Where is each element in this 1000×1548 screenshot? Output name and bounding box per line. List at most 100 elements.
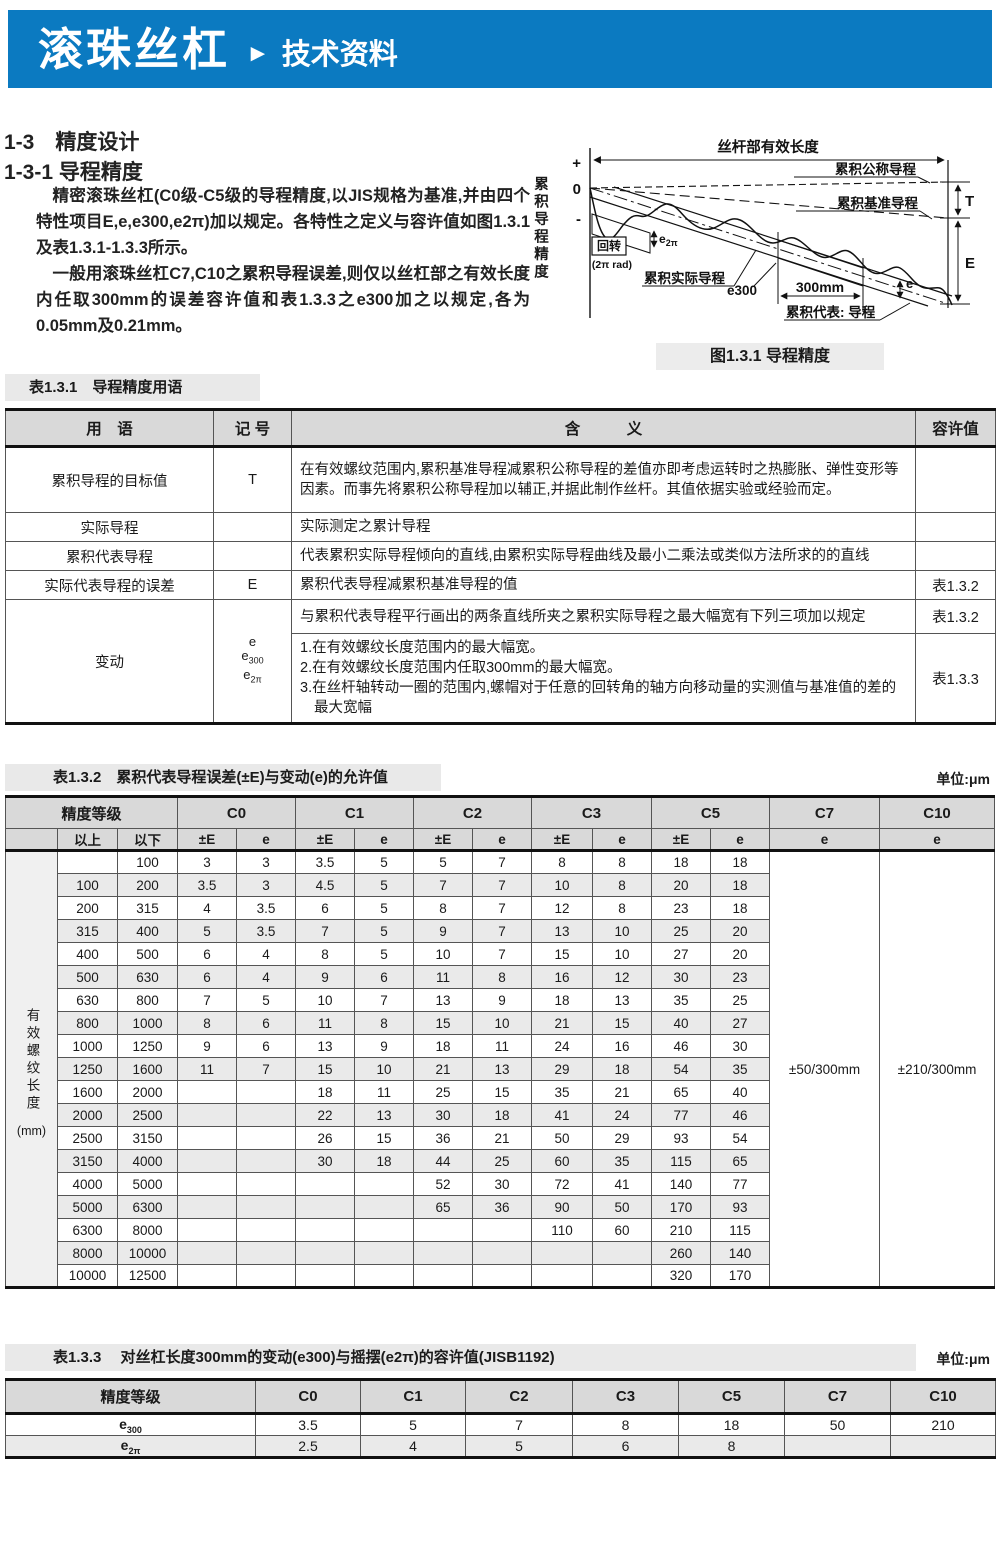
col-header-e: e [710, 828, 771, 852]
t132-cell: 13 [413, 988, 474, 1012]
t132-cell [236, 1080, 297, 1104]
col-header-pe: ±E [177, 828, 238, 852]
meaning-cell: 代表累积实际导程倾向的直线,由累积实际导程曲线及最小二乘法或类似方法所求的的直线 [291, 541, 916, 571]
t132-cell [236, 1126, 297, 1150]
t132-cell: 72 [531, 1172, 594, 1196]
t132-cell: 13 [531, 919, 594, 943]
col-header-e: e [472, 828, 533, 852]
t132-cell: 5 [354, 873, 415, 897]
t132-cell [177, 1195, 238, 1219]
t132-cell: 35 [531, 1080, 594, 1104]
table131-header-row: 用 语 记 号 含 义 容许值 [5, 409, 996, 448]
t132-cell: 16 [592, 1034, 653, 1058]
t132-cell: 12500 [116, 1264, 179, 1288]
t132-cell: 44 [413, 1149, 474, 1173]
t132-cell: 7 [413, 873, 474, 897]
col-header-c10: C10 [890, 1379, 996, 1415]
t132-cell: 140 [651, 1172, 712, 1196]
table131: 用 语 记 号 含 义 容许值 累积导程的目标值 T 在有效螺纹范围内,累积基准… [5, 408, 996, 725]
t132-cell: 27 [710, 1011, 771, 1035]
t132-cell: 18 [710, 850, 771, 874]
t132-cell: 11 [413, 965, 474, 989]
table-row: 变动 e e300 e2π 与累积代表导程平行画出的两条直线所夹之累积实际导程之最大… [5, 599, 996, 724]
t132-cell: 7 [236, 1057, 297, 1081]
t132-cell: 8000 [116, 1218, 179, 1242]
tolerance-cell [915, 541, 996, 571]
t132-cell: 25 [651, 919, 712, 943]
t132-row: 630 800 7 5 10 7 13 9 18 13 35 25 [6, 988, 995, 1012]
col-header-c1: C1 [360, 1379, 466, 1415]
t132-cell [354, 1195, 415, 1219]
t133-cell [784, 1435, 891, 1458]
svg-text:e: e [906, 276, 913, 291]
t132-cell: 115 [710, 1218, 771, 1242]
t132-row: 200 315 4 3.5 6 5 8 7 12 8 23 18 [6, 896, 995, 920]
t132-row: 10000 12500 320 170 [6, 1264, 995, 1288]
t132-cell [354, 1241, 415, 1265]
t132-cell: 7 [472, 942, 533, 966]
t132-cell: 4000 [116, 1149, 179, 1173]
t132-cell: 10000 [57, 1264, 118, 1288]
meaning-cell: 与累积代表导程平行画出的两条直线所夹之累积实际导程之最大幅宽有下列三项加以规定 [291, 599, 916, 634]
col-header-c2: C2 [413, 796, 533, 829]
table-row: 实际导程 实际测定之累计导程 [5, 512, 996, 542]
t132-cell: 12 [531, 896, 594, 920]
t132-cell: 65 [710, 1149, 771, 1173]
t132-cell: 35 [651, 988, 712, 1012]
t132-cell: 3 [236, 873, 297, 897]
t132-cell: 35 [592, 1149, 653, 1173]
t132-cell: 4 [177, 896, 238, 920]
t132-cell: 1600 [57, 1080, 118, 1104]
table133-header-row: 精度等级 C0 C1 C2 C3 C5 C7 C10 [5, 1379, 996, 1415]
svg-text:累积代表: 导程: 累积代表: 导程 [786, 304, 876, 320]
t132-cell: 5 [236, 988, 297, 1012]
table-row: 累积代表导程 代表累积实际导程倾向的直线,由累积实际导程曲线及最小二乘法或类似方… [5, 541, 996, 571]
list-item: 1.在有效螺纹长度范围内的最大幅宽。 [300, 640, 545, 656]
term-cell: 实际代表导程的误差 [5, 570, 214, 600]
t133-row: e300 3.5 5 7 8 18 50 210 [5, 1413, 996, 1436]
t132-cell: 36 [472, 1195, 533, 1219]
t132-cell: 6 [236, 1011, 297, 1035]
t132-cell [236, 1218, 297, 1242]
meaning-cell: 累积代表导程减累积基准导程的值 [291, 570, 916, 600]
t133-cell: 8 [678, 1435, 785, 1458]
t132-cell: 8 [413, 896, 474, 920]
table-row: 累积导程的目标值 T 在有效螺纹范围内,累积基准导程减累积公称导程的差值亦即考虑… [5, 446, 996, 513]
t132-cell: 25 [710, 988, 771, 1012]
t132-cell: 12 [592, 965, 653, 989]
tolerance-cell [915, 446, 996, 513]
t132-cell: 20 [710, 919, 771, 943]
t132-cell [354, 1264, 415, 1288]
t133-cell: 6 [572, 1435, 679, 1458]
t132-cell [236, 1103, 297, 1127]
t132-cell: 21 [413, 1057, 474, 1081]
t132-cell: 20 [710, 942, 771, 966]
t132-cell: 36 [413, 1126, 474, 1150]
t132-cell: 18 [651, 850, 712, 874]
t132-cell: 15 [354, 1126, 415, 1150]
e2pi-label: e2π [659, 232, 678, 248]
symbol: e2π [243, 667, 262, 685]
t132-cell: 2000 [116, 1080, 179, 1104]
col-header-term: 用 语 [5, 409, 214, 448]
t132-cell: 9 [413, 919, 474, 943]
t132-cell: 1000 [116, 1011, 179, 1035]
t132-cell: 3150 [116, 1126, 179, 1150]
col-header-symbol: 记 号 [213, 409, 292, 448]
t132-cell [177, 1264, 238, 1288]
t132-cell: 21 [472, 1126, 533, 1150]
t132-cell: 3.5 [177, 873, 238, 897]
t132-cell: 5000 [116, 1172, 179, 1196]
t132-cell: 52 [413, 1172, 474, 1196]
term-cell: 累积代表导程 [5, 541, 214, 571]
symbol-cell: E [213, 570, 292, 600]
t132-cell: 6300 [116, 1195, 179, 1219]
t132-cell: 3.5 [236, 919, 297, 943]
t132-cell: 15 [472, 1080, 533, 1104]
t132-cell: 18 [531, 988, 594, 1012]
t132-cell: 30 [295, 1149, 356, 1173]
col-header-c2: C2 [465, 1379, 573, 1415]
t132-cell [177, 1149, 238, 1173]
svg-text:丝杆部有效长度: 丝杆部有效长度 [717, 138, 819, 156]
t132-cell: 500 [57, 965, 118, 989]
